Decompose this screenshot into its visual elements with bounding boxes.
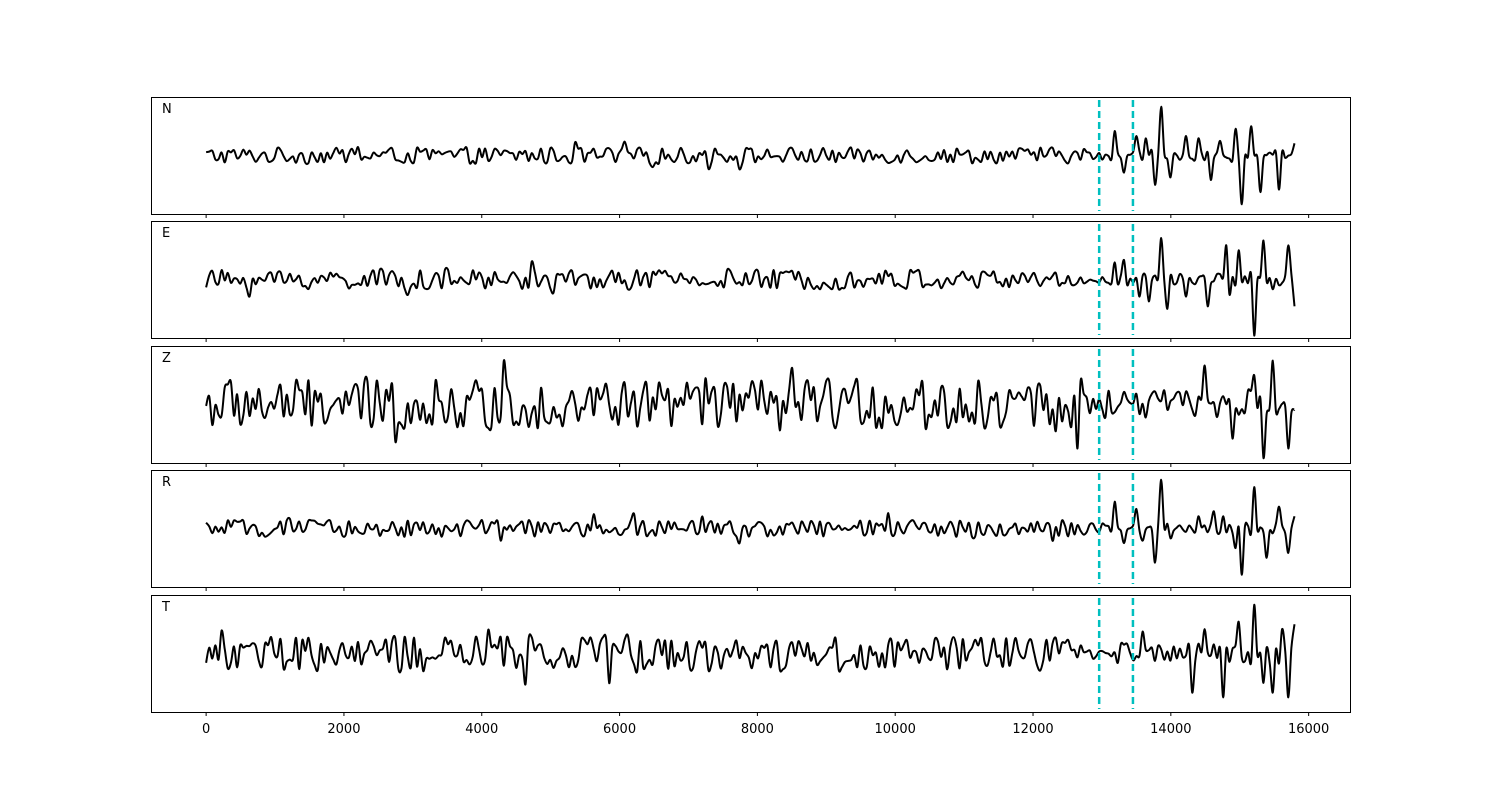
trace-r xyxy=(205,478,1296,576)
x-tick-label: 14000 xyxy=(1150,722,1191,737)
x-tick-label: 8000 xyxy=(741,722,774,737)
panel-frame xyxy=(151,346,1351,464)
trace-n xyxy=(205,105,1296,206)
panel-r: R xyxy=(151,470,1351,591)
x-tick-label: 4000 xyxy=(465,722,498,737)
panel-z: Z xyxy=(151,346,1351,467)
x-tick-label: 12000 xyxy=(1012,722,1053,737)
channel-label: Z xyxy=(162,351,171,366)
channel-label: E xyxy=(162,226,170,241)
x-tick-label: 16000 xyxy=(1288,722,1329,737)
panels-group: N E Z R T xyxy=(151,97,1351,716)
panel-frame xyxy=(151,595,1351,713)
panel-t: T xyxy=(151,595,1351,716)
panel-e: E xyxy=(151,221,1351,342)
x-tick-label: 0 xyxy=(202,722,210,737)
panel-n: N xyxy=(151,97,1351,218)
channel-label: R xyxy=(162,475,171,490)
x-tick-label: 10000 xyxy=(875,722,916,737)
x-tick-label: 2000 xyxy=(327,722,360,737)
trace-e xyxy=(205,237,1296,337)
trace-z xyxy=(205,359,1296,460)
channel-label: T xyxy=(161,600,170,615)
x-tick-label: 6000 xyxy=(603,722,636,737)
panel-frame xyxy=(151,97,1351,215)
channel-label: N xyxy=(162,102,172,117)
x-axis: 0 2000 4000 6000 8000 10000 12000 14000 16000 xyxy=(202,722,1329,737)
panel-frame xyxy=(151,221,1351,339)
panel-frame xyxy=(151,470,1351,588)
trace-t xyxy=(205,603,1296,699)
